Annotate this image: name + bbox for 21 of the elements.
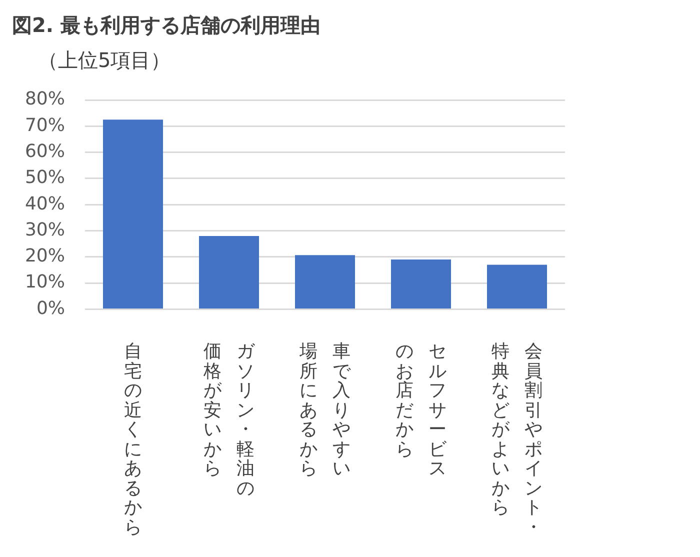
y-tick-label: 20% [24,246,65,267]
y-tick-label: 70% [24,114,65,136]
bar [199,236,259,308]
bar [391,260,451,308]
chart-subtitle: （上位5項目） [38,47,171,73]
bar [103,120,163,308]
bar [487,264,547,308]
category-label: セルフサービスのお店だから [396,341,446,479]
category-label: 自宅の近くにあるから [124,341,142,538]
y-tick-label: 30% [24,219,65,240]
chart-title: 図2. 最も利用する店舗の利用理由 [12,12,320,38]
category-label: 会員割引やポイント・特典などがよいから [492,341,542,538]
y-tick-label: 50% [24,167,65,188]
y-tick-label: 80% [24,88,65,110]
y-tick-label: 40% [24,193,65,214]
y-tick-label: 60% [24,140,65,162]
category-label: 車で入りやすい場所にあるから [300,341,350,479]
bar [295,255,355,308]
y-tick-label: 0% [36,298,65,319]
y-tick-label: 10% [24,272,65,293]
category-label: ガソリン・軽油の価格が安いから [204,341,254,498]
